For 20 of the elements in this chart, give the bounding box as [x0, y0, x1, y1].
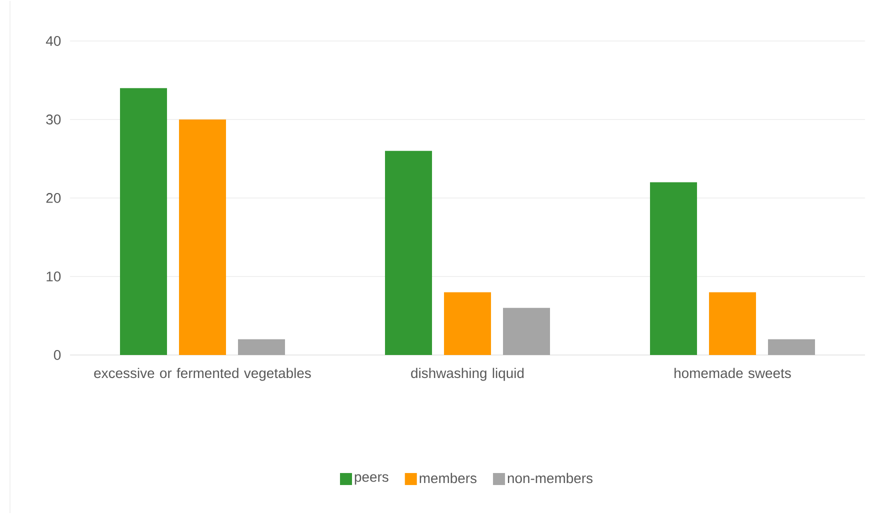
bar [650, 182, 698, 355]
y-tick-label: 40 [46, 36, 61, 46]
bar [444, 292, 492, 355]
bar [238, 339, 286, 355]
bar [120, 88, 167, 355]
y-tick-label: 30 [46, 114, 61, 124]
bar [179, 120, 226, 355]
x-tick-label: excessive or fermented vegetables [94, 368, 311, 381]
legend-label: members [420, 472, 476, 484]
x-tick-label: dishwashing liquid [411, 368, 524, 381]
legend-label: peers [354, 474, 388, 485]
x-tick-label: homemade sweets [674, 368, 791, 378]
bar [709, 292, 756, 355]
bar [385, 150, 432, 355]
bar [768, 339, 816, 355]
legend-label: non-members [508, 472, 592, 484]
y-tick-label: 10 [46, 272, 61, 282]
y-tick-label: 20 [46, 193, 61, 203]
y-tick-label: 0 [54, 350, 61, 360]
bar [503, 308, 550, 355]
